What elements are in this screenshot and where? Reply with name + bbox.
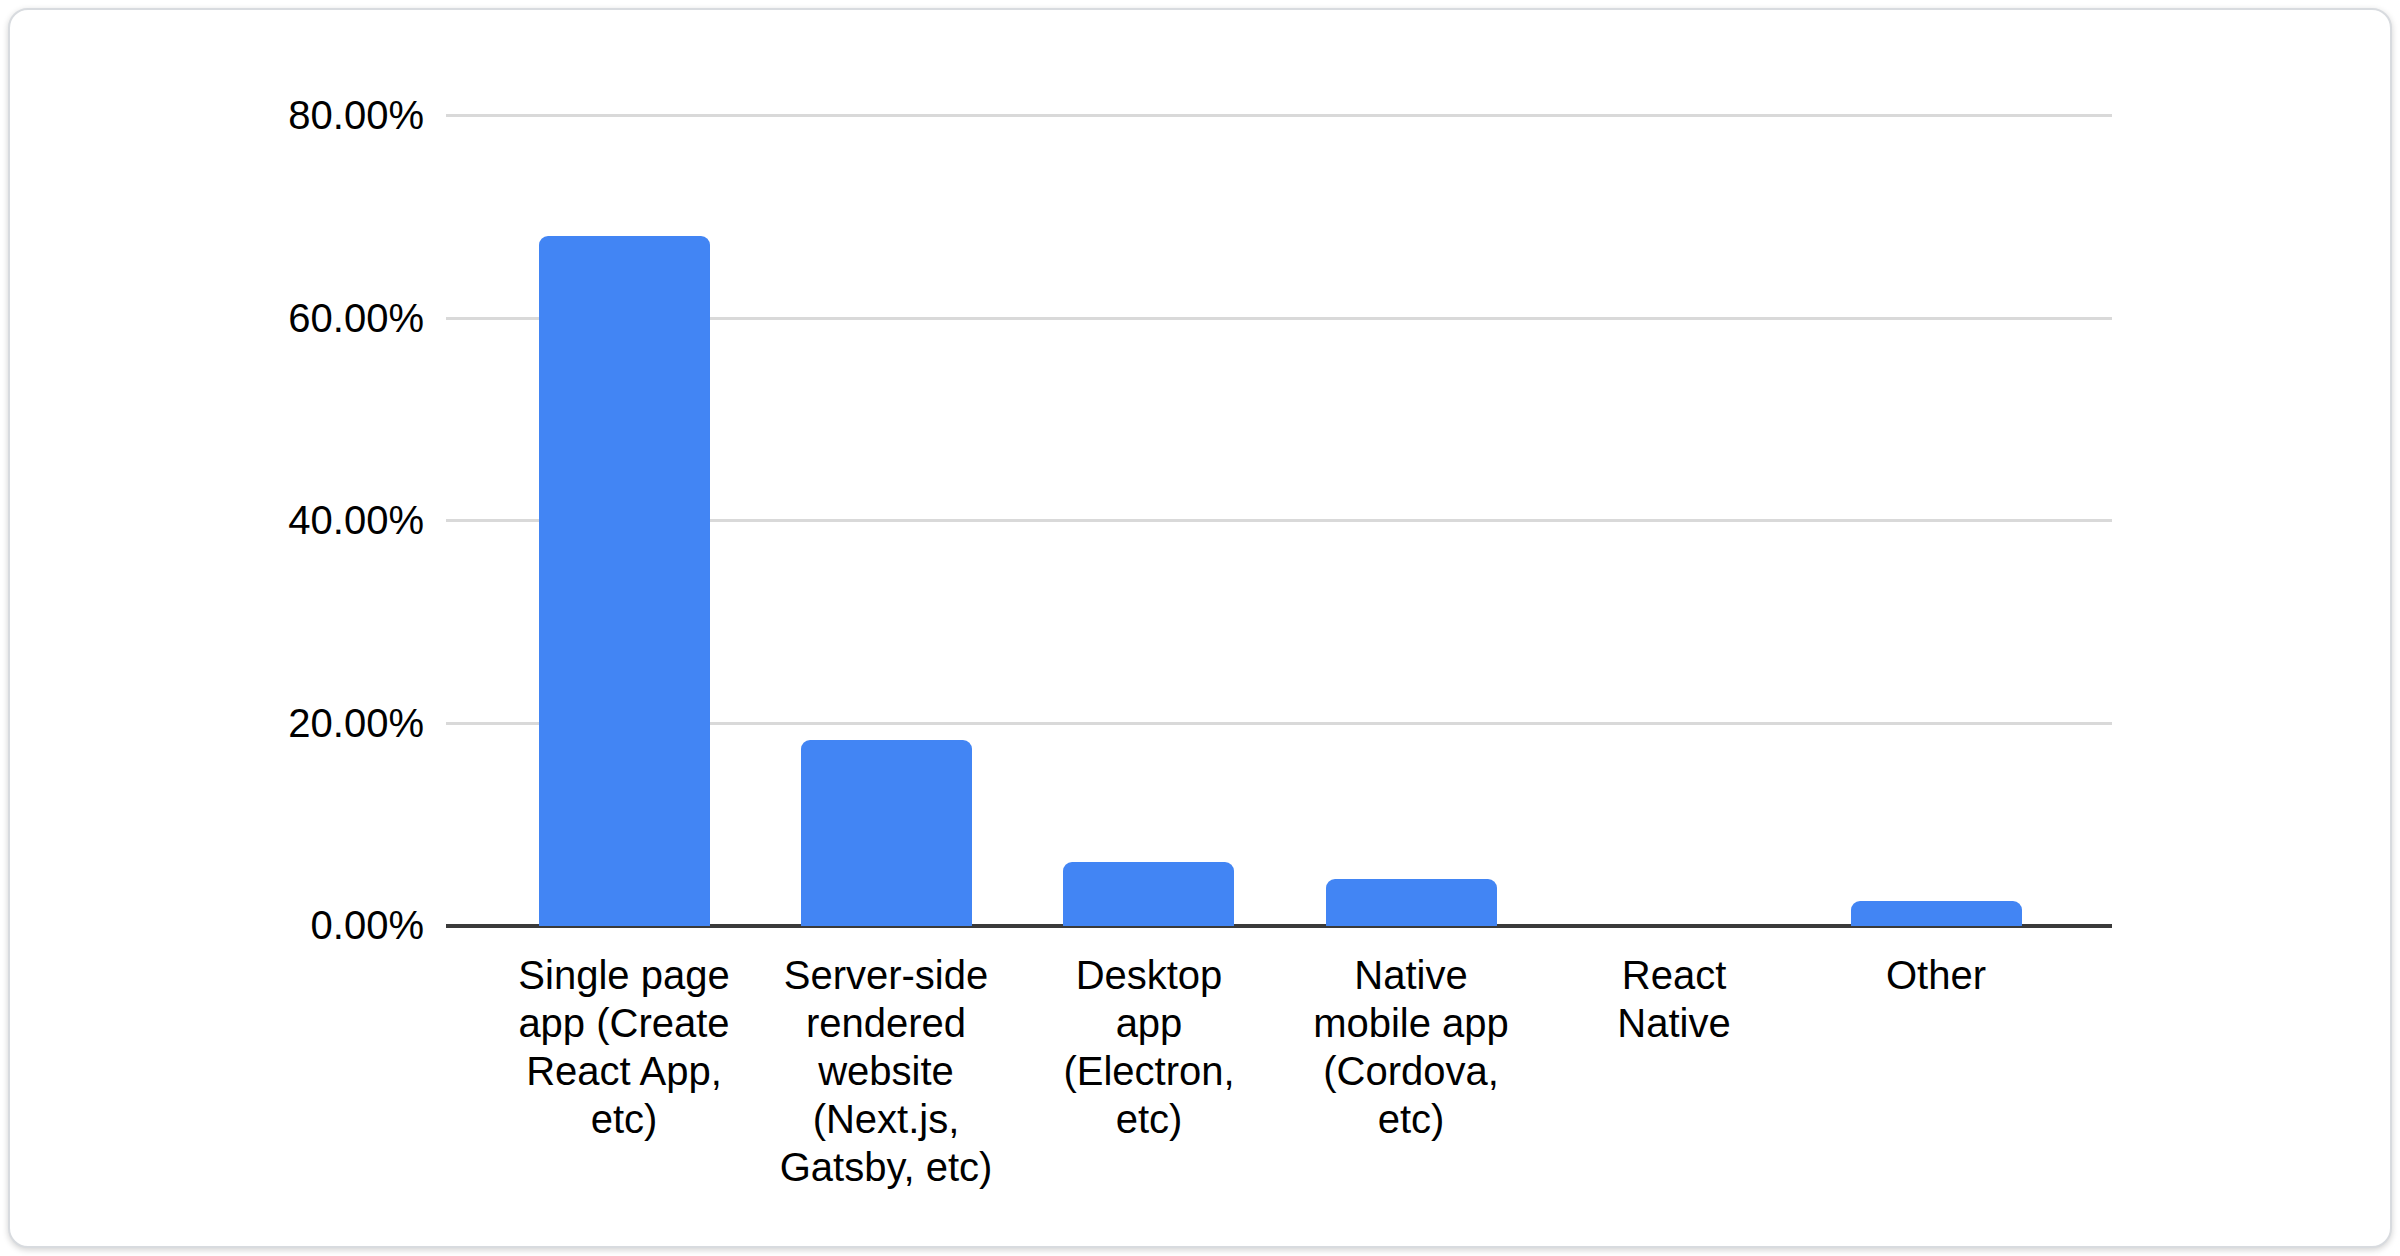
x-axis-label-line: Desktop <box>1076 953 1223 997</box>
x-axis-label-line: app (Create <box>518 1001 729 1045</box>
bar-chart: 80.00% 60.00% 40.00% 20.00% 0.00% Single page… <box>10 10 2390 1246</box>
x-axis-label-line: etc) <box>1116 1097 1183 1141</box>
x-axis-label-line: Other <box>1886 953 1986 997</box>
bar-other[interactable] <box>1851 901 2022 926</box>
y-axis-tick-label: 40.00% <box>288 496 424 544</box>
x-axis-label: Nativemobile app(Cordova,etc) <box>1261 951 1561 1143</box>
x-axis-label-line: Single page <box>518 953 729 997</box>
bar-single-page-app-create-react-app-etc[interactable] <box>539 236 710 926</box>
y-axis-tick-label: 0.00% <box>311 901 424 949</box>
x-axis-label: Single pageapp (CreateReact App,etc) <box>474 951 774 1143</box>
x-axis-label-line: etc) <box>1378 1097 1445 1141</box>
x-axis-label-line: app <box>1116 1001 1183 1045</box>
chart-card: 80.00% 60.00% 40.00% 20.00% 0.00% Single page… <box>8 8 2392 1248</box>
x-axis-label: Desktopapp(Electron,etc) <box>999 951 1299 1143</box>
x-axis-label-line: (Cordova, <box>1323 1049 1499 1093</box>
x-axis-label-line: (Next.js, <box>813 1097 960 1141</box>
bar-server-side-rendered-website-next-js-gatsby-etc[interactable] <box>801 740 972 926</box>
x-axis-label: Other <box>1786 951 2086 999</box>
x-axis-label-line: React <box>1622 953 1727 997</box>
bar-desktop-app-electron-etc[interactable] <box>1063 862 1234 926</box>
x-axis-label-line: React App, <box>526 1049 722 1093</box>
x-axis-label: ReactNative <box>1524 951 1824 1047</box>
x-axis-label-line: Native <box>1617 1001 1730 1045</box>
x-axis-label-line: mobile app <box>1313 1001 1509 1045</box>
x-axis-label-line: rendered <box>806 1001 966 1045</box>
y-axis-tick-label: 80.00% <box>288 91 424 139</box>
x-axis-label-line: Server-side <box>784 953 989 997</box>
x-axis-label-line: (Electron, <box>1063 1049 1234 1093</box>
x-axis-label-line: Native <box>1354 953 1467 997</box>
x-axis-label-line: etc) <box>591 1097 658 1141</box>
bar-native-mobile-app-cordova-etc[interactable] <box>1326 879 1497 926</box>
gridline <box>446 114 2112 117</box>
x-axis-label-line: website <box>818 1049 954 1093</box>
x-axis-label-line: Gatsby, etc) <box>780 1145 993 1189</box>
x-axis-label: Server-siderenderedwebsite(Next.js,Gatsb… <box>736 951 1036 1191</box>
y-axis-tick-label: 60.00% <box>288 294 424 342</box>
y-axis-tick-label: 20.00% <box>288 699 424 747</box>
